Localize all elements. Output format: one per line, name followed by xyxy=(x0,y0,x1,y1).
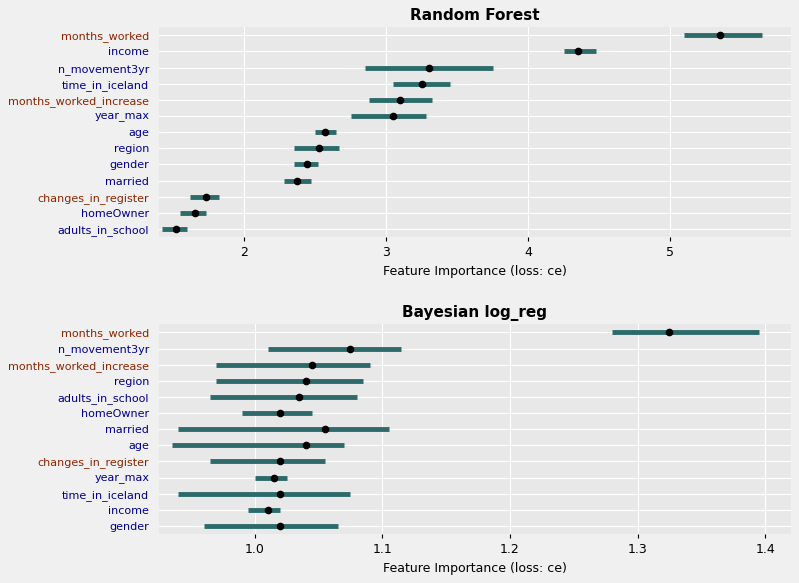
Title: Random Forest: Random Forest xyxy=(410,8,539,23)
X-axis label: Feature Importance (loss: ce): Feature Importance (loss: ce) xyxy=(383,265,566,278)
Title: Bayesian log_reg: Bayesian log_reg xyxy=(403,305,547,321)
X-axis label: Feature Importance (loss: ce): Feature Importance (loss: ce) xyxy=(383,561,566,575)
